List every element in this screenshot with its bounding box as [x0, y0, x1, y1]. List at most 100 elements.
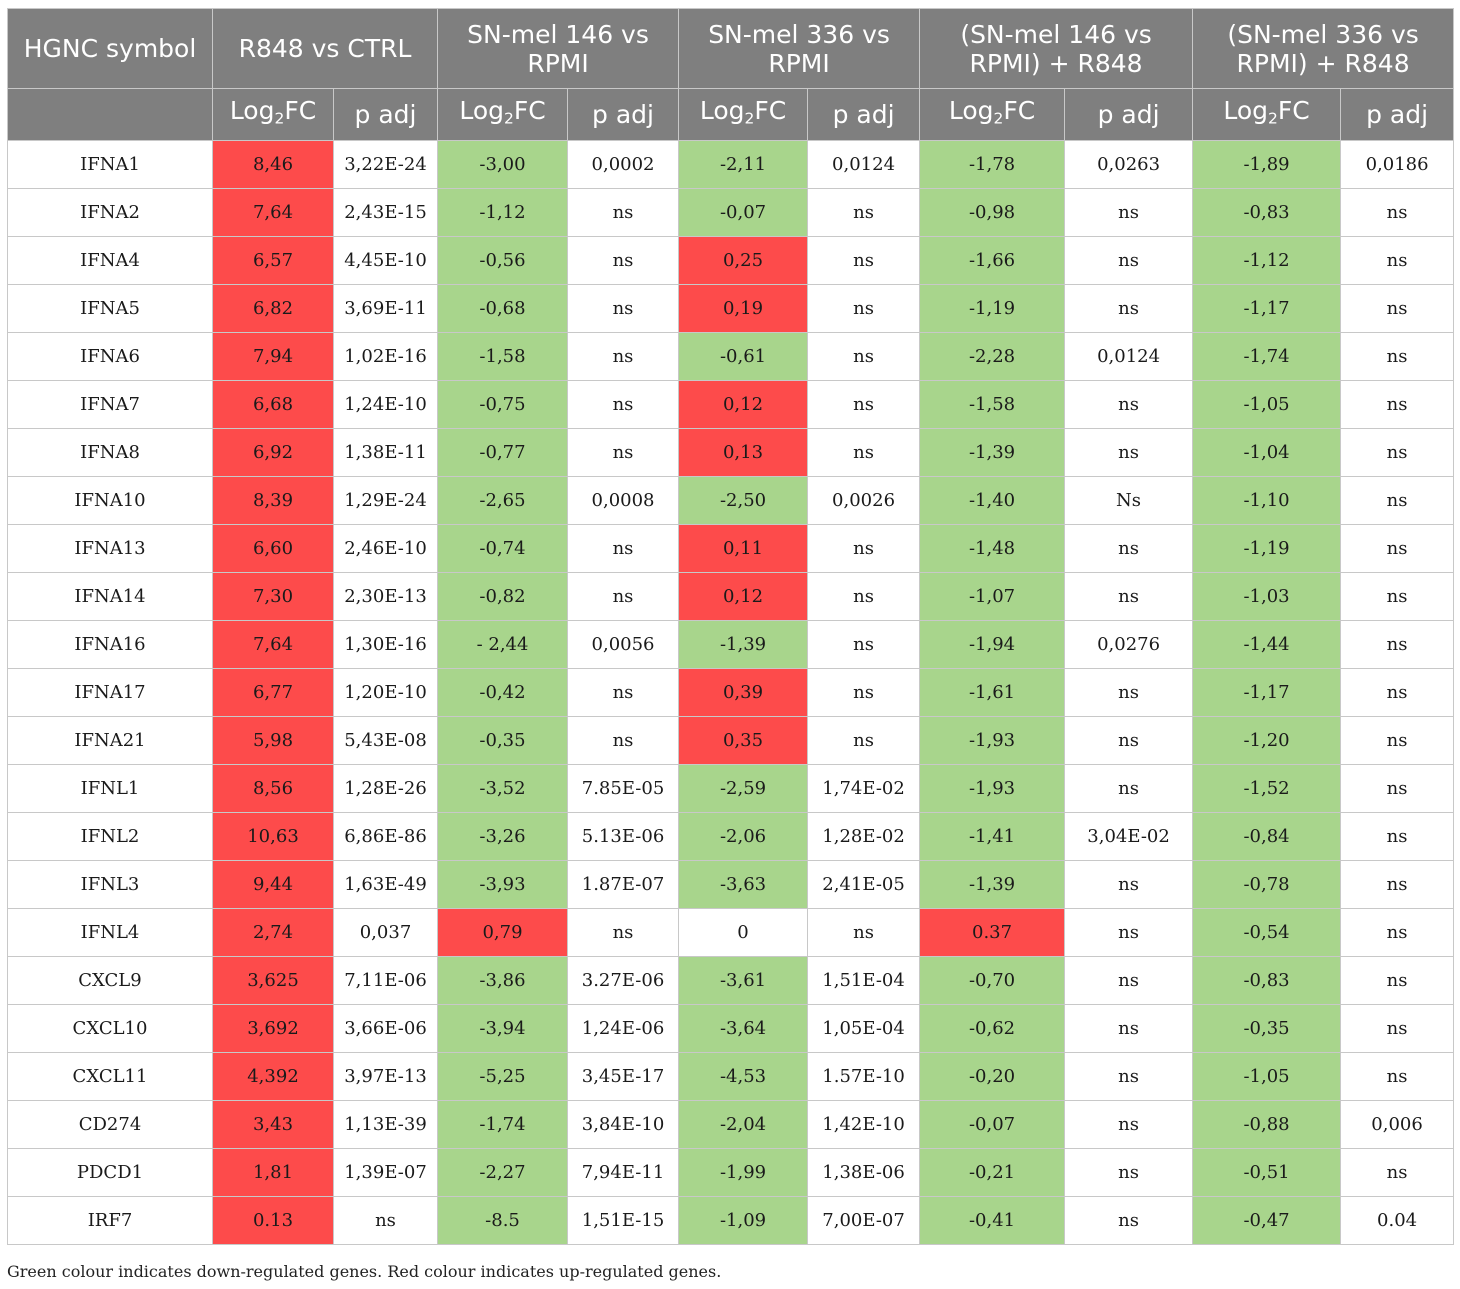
padj-cell: 0,0276: [1064, 620, 1194, 669]
padj-cell: ns: [1064, 716, 1194, 765]
padj-cell: ns: [807, 332, 921, 381]
log2fc-cell: 8,46: [212, 140, 334, 189]
padj-cell: ns: [1064, 188, 1194, 237]
table-row: IFNL1 8,56 1,28E-26 -3,52 7.85E-05 -2,59 1,74E…: [7, 764, 1455, 813]
padj-cell: 1.57E-10: [807, 1052, 921, 1101]
gene-symbol: IFNA17: [7, 668, 213, 717]
log2fc-cell: -0,35: [1192, 1004, 1342, 1053]
log2fc-cell: 4,392: [212, 1052, 334, 1101]
log2fc-cell: -2,27: [437, 1148, 569, 1197]
padj-cell: 7,94E-11: [567, 1148, 680, 1197]
log2fc-cell: -3,52: [437, 764, 569, 813]
log2fc-cell: 0,13: [678, 428, 809, 477]
log2fc-cell: -1,39: [678, 620, 809, 669]
padj-cell: 5.13E-06: [567, 812, 680, 861]
log2fc-cell: -3,64: [678, 1004, 809, 1053]
log2fc-cell: -1,58: [437, 332, 569, 381]
padj-cell: ns: [1064, 668, 1194, 717]
log2fc-cell: -1,05: [1192, 380, 1342, 429]
header-padj: p adj: [567, 88, 680, 141]
log2fc-cell: -1,61: [919, 668, 1066, 717]
log2fc-cell: -1,05: [1192, 1052, 1342, 1101]
table-row: IFNA14 7,30 2,30E-13 -0,82 ns 0,12 ns -1,07 ns -1…: [7, 572, 1455, 621]
table-row: IFNL2 10,63 6,86E-86 -3,26 5.13E-06 -2,06 1,28…: [7, 812, 1455, 861]
padj-cell: ns: [807, 236, 921, 285]
log2fc-cell: 0,19: [678, 284, 809, 333]
padj-cell: ns: [1340, 1052, 1455, 1101]
log2fc-cell: -3,00: [437, 140, 569, 189]
log2fc-cell: -3,26: [437, 812, 569, 861]
log2fc-cell: - 2,44: [437, 620, 569, 669]
padj-cell: ns: [1064, 428, 1194, 477]
log2fc-cell: -2,65: [437, 476, 569, 525]
padj-cell: ns: [567, 908, 680, 957]
log2fc-cell: -0,20: [919, 1052, 1066, 1101]
log2fc-cell: -2,11: [678, 140, 809, 189]
gene-symbol: CXCL10: [7, 1004, 213, 1053]
log2fc-cell: -0,42: [437, 668, 569, 717]
log2fc-cell: 8,39: [212, 476, 334, 525]
gene-symbol: IFNL1: [7, 764, 213, 813]
log2fc-cell: -2,28: [919, 332, 1066, 381]
log2fc-cell: -1,09: [678, 1196, 809, 1245]
padj-cell: ns: [567, 188, 680, 237]
log2fc-cell: -1,03: [1192, 572, 1342, 621]
padj-cell: 6,86E-86: [332, 812, 439, 861]
gene-symbol: IRF7: [7, 1196, 213, 1245]
header-padj: p adj: [1064, 88, 1194, 141]
padj-cell: ns: [1064, 1004, 1194, 1053]
padj-cell: 0,0263: [1064, 140, 1194, 189]
table-row: IFNA13 6,60 2,46E-10 -0,74 ns 0,11 ns -1,48 ns -1…: [7, 524, 1455, 573]
log2fc-cell: -0,75: [437, 380, 569, 429]
log2fc-cell: -0,62: [919, 1004, 1066, 1053]
log2fc-cell: -1,74: [1192, 332, 1342, 381]
padj-cell: ns: [1064, 956, 1194, 1005]
padj-cell: ns: [567, 236, 680, 285]
log2fc-cell: -0,21: [919, 1148, 1066, 1197]
padj-cell: 1,51E-15: [567, 1196, 680, 1245]
header-group-snmel336-r848: (SN-mel 336 vs RPMI) + R848: [1192, 8, 1455, 89]
log2fc-cell: -0,74: [437, 524, 569, 573]
log2fc-cell: 6,57: [212, 236, 334, 285]
log2fc-cell: 0,79: [437, 908, 569, 957]
padj-cell: 1,13E-39: [332, 1100, 439, 1149]
padj-cell: ns: [567, 716, 680, 765]
log2fc-cell: -1,93: [919, 716, 1066, 765]
log2fc-cell: -1,40: [919, 476, 1066, 525]
gene-symbol: IFNA21: [7, 716, 213, 765]
log2fc-cell: -2,04: [678, 1100, 809, 1149]
padj-cell: ns: [1064, 1196, 1194, 1245]
expression-table: HGNC symbol R848 vs CTRL SN-mel 146 vs R…: [7, 8, 1455, 1245]
gene-symbol: IFNL3: [7, 860, 213, 909]
log2fc-cell: -1,89: [1192, 140, 1342, 189]
log2fc-cell: -3,86: [437, 956, 569, 1005]
padj-cell: 1,28E-26: [332, 764, 439, 813]
header-group-snmel146-r848: (SN-mel 146 vs RPMI) + R848: [919, 8, 1194, 89]
padj-cell: ns: [1340, 956, 1455, 1005]
log2fc-cell: -1,41: [919, 812, 1066, 861]
log2fc-cell: 9,44: [212, 860, 334, 909]
padj-cell: 0,0124: [1064, 332, 1194, 381]
gene-symbol: IFNA4: [7, 236, 213, 285]
padj-cell: 3,22E-24: [332, 140, 439, 189]
log2fc-cell: -1,19: [1192, 524, 1342, 573]
table-row: IFNL3 9,44 1,63E-49 -3,93 1.87E-07 -3,63 2,41E…: [7, 860, 1455, 909]
padj-cell: 1,28E-02: [807, 812, 921, 861]
gene-symbol: IFNA8: [7, 428, 213, 477]
log2fc-cell: -1,10: [1192, 476, 1342, 525]
table-row: IFNA16 7,64 1,30E-16- 2,44 0,0056 -1,39 ns -1,…: [7, 620, 1455, 669]
log2fc-cell: -3,93: [437, 860, 569, 909]
header-padj: p adj: [1340, 88, 1455, 141]
padj-cell: 1,02E-16: [332, 332, 439, 381]
padj-cell: ns: [1340, 428, 1455, 477]
padj-cell: 1,38E-11: [332, 428, 439, 477]
log2fc-cell: -1,39: [919, 428, 1066, 477]
table-row: IRF7 0.13 ns -8.5 1,51E-15 -1,09 7,00E-07 -0,41…: [7, 1196, 1455, 1245]
log2fc-cell: 7,64: [212, 620, 334, 669]
padj-cell: ns: [807, 380, 921, 429]
gene-symbol: IFNL2: [7, 812, 213, 861]
padj-cell: ns: [807, 716, 921, 765]
header-log2fc: Log2FC: [919, 88, 1066, 141]
padj-cell: ns: [567, 524, 680, 573]
padj-cell: 3,04E-02: [1064, 812, 1194, 861]
